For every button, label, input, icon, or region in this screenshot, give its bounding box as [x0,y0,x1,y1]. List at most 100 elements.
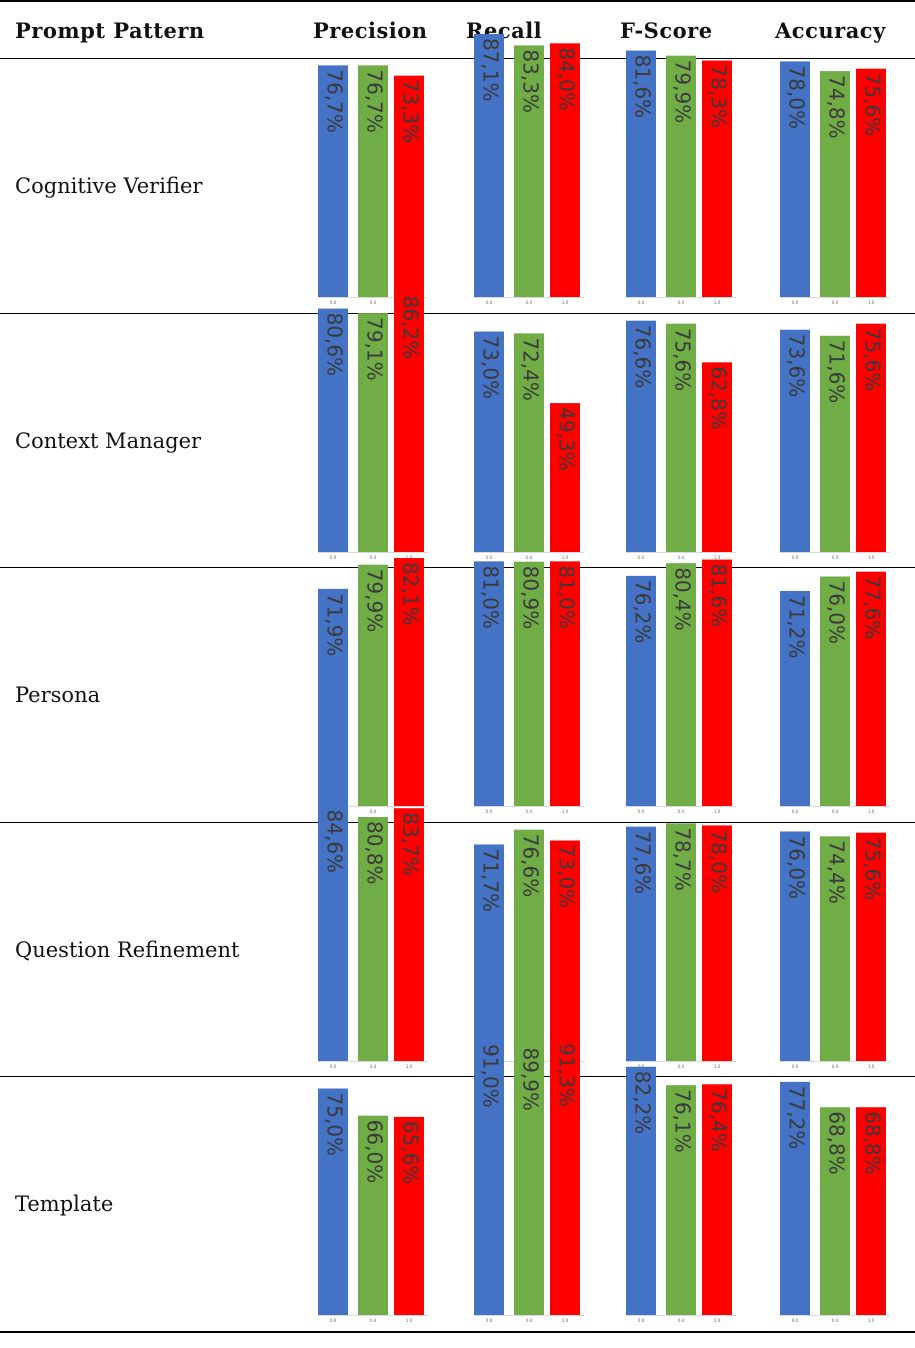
bar-context-manager-f-score-2 [702,361,732,552]
data-label: 91,3% [555,1043,579,1107]
chart-persona-f-score: 76,2% 0.0 80,4% 0.4 81,6% 1.0 [626,559,736,814]
chart-question-refinement-accuracy: 76,0% 0.0 74,4% 0.4 75,6% 1.0 [780,830,890,1069]
data-label: 79,1% [363,317,387,381]
row-rule [0,1076,915,1077]
tick-label: 0.0 [638,300,645,305]
chart-template-accuracy: 77,2% 0.0 68,8% 0.4 68,8% 1.0 [780,1081,890,1323]
data-label: 75,0% [323,1093,347,1157]
tick-label: 0.0 [638,1064,645,1069]
tick-label: 1.0 [868,1064,875,1069]
header-precision: Precision [313,18,428,43]
row-label-persona: Persona [15,683,101,707]
bar-template-recall-2 [550,1039,580,1315]
data-label: 78,3% [707,65,731,129]
row-label-template: Template [15,1192,114,1216]
bar-cognitive-verifier-f-score-0 [626,50,656,298]
chart-question-refinement-f-score: 77,6% 0.0 78,7% 0.4 78,0% 1.0 [626,822,736,1069]
data-label: 73,6% [785,333,809,397]
data-label: 76,2% [631,580,655,644]
bar-persona-recall-0 [474,561,504,806]
data-label: 77,6% [631,830,655,894]
tick-label: 0.4 [678,1064,685,1069]
data-label: 82,1% [399,562,423,626]
data-label: 81,0% [555,565,579,629]
tick-label: 0.0 [486,300,493,305]
bar-template-precision-2 [394,1116,424,1315]
data-label: 77,2% [785,1086,809,1150]
data-label: 79,9% [671,60,695,124]
tick-label: 0.0 [792,555,799,560]
data-label: 81,0% [479,565,503,629]
chart-question-refinement-recall: 71,7%0.076,6%0.473,0%1.0 [474,829,584,1069]
data-label: 75,6% [861,836,885,900]
tick-label: 0.4 [832,300,839,305]
bar-persona-f-score-1 [666,563,696,806]
bar-cognitive-verifier-accuracy-1 [820,71,850,297]
tick-label: 0.0 [638,555,645,560]
data-label: 80,4% [671,567,695,631]
header-prompt-pattern: Prompt Pattern [15,18,205,43]
tick-label: 1.0 [714,1318,721,1323]
data-label: 78,0% [707,829,731,893]
data-label: 91,0% [479,1044,503,1108]
tick-label: 0.4 [678,555,685,560]
bar-context-manager-precision-1 [358,312,388,552]
bar-template-recall-0 [474,1040,504,1315]
bar-cognitive-verifier-precision-2 [394,75,424,297]
bar-question-refinement-precision-1 [358,816,388,1061]
tick-label: 0.0 [486,809,493,814]
tick-label: 1.0 [562,1318,569,1323]
data-label: 81,6% [631,55,655,119]
chart-cognitive-verifier-recall: 87,1% 0.0 83,3% 0.4 84,0% 1.0 [474,33,584,305]
bar-cognitive-verifier-recall-0 [474,33,504,297]
bar-template-precision-0 [318,1088,348,1315]
bar-persona-precision-0 [318,588,348,806]
tick-label: 1.0 [714,809,721,814]
row-rule [0,822,915,823]
tick-label: 0.4 [526,555,533,560]
data-label: 76,1% [671,1089,695,1153]
data-label: 62,8% [707,366,731,430]
data-label: 71,2% [785,595,809,659]
tick-label: 0.4 [678,809,685,814]
data-label: 73,0% [555,844,579,908]
data-label: 71,9% [323,593,347,657]
data-label: 76,0% [825,580,849,644]
data-label: 80,6% [323,312,347,376]
tick-label: 0.4 [526,300,533,305]
bar-persona-precision-2 [394,558,424,806]
bar-template-f-score-1 [666,1085,696,1315]
header-accuracy: Accuracy [775,18,886,43]
bar-persona-accuracy-1 [820,576,850,806]
data-label: 76,4% [707,1088,731,1152]
data-label: 74,4% [825,840,849,904]
bar-persona-precision-1 [358,564,388,806]
chart-template-precision: 75,0% 0.0 66,0% 0.4 65,6% 1.0 [318,1088,428,1323]
row-label-question-refinement: Question Refinement [15,937,240,962]
bar-context-manager-precision-2 [394,291,424,552]
bar-question-refinement-recall-0 [474,843,504,1061]
bar-question-refinement-accuracy-1 [820,835,850,1061]
bar-template-accuracy-0 [780,1081,810,1315]
bottom-rule [0,1331,915,1333]
data-label: 82,2% [631,1071,655,1135]
bar-context-manager-accuracy-2 [856,323,886,552]
header-rule [0,58,915,59]
chart-cognitive-verifier-f-score: 81,6% 0.0 79,9% 0.4 78,3% 1.0 [626,50,736,305]
bar-context-manager-f-score-0 [626,320,656,552]
data-label: 86,2% [399,295,423,359]
tick-label: 1.0 [714,1064,721,1069]
tick-label: 0.4 [832,555,839,560]
bar-cognitive-verifier-accuracy-2 [856,68,886,297]
tick-label: 0.4 [526,1318,533,1323]
bar-cognitive-verifier-accuracy-0 [780,61,810,297]
bar-cognitive-verifier-f-score-2 [702,60,732,298]
data-label: 49,3% [555,407,579,471]
bar-question-refinement-recall-1 [514,829,544,1061]
row-label-cognitive-verifier: Cognitive Verifier [15,174,203,198]
bar-context-manager-accuracy-0 [780,329,810,552]
chart-context-manager-accuracy: 73,6% 0.0 71,6% 0.4 75,6% 1.0 [780,323,890,560]
tick-label: 0.4 [526,809,533,814]
data-label: 66,0% [363,1120,387,1184]
data-label: 83,3% [519,49,543,113]
